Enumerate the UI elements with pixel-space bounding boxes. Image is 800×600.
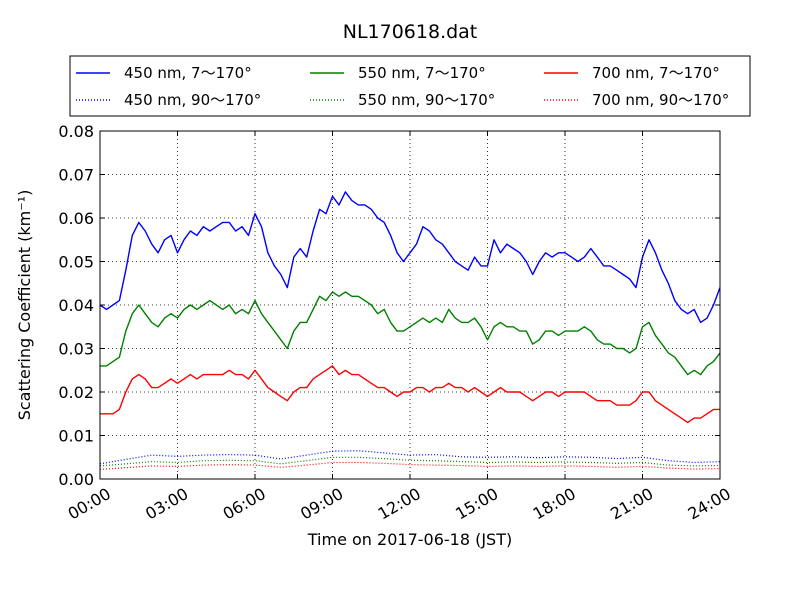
x-tick-label: 18:00 (530, 484, 579, 524)
ticks (99, 130, 721, 480)
chart-title: NL170618.dat (343, 21, 478, 43)
y-tick-label: 0.02 (58, 383, 94, 402)
x-tick-labels: 00:00 03:00 06:00 09:00 12:00 15:00 18:00 21:00… (65, 484, 734, 524)
legend-label-3: 550 nm, 90～170° (358, 91, 495, 109)
series-layer (99, 191, 721, 470)
y-tick-label: 0.07 (58, 166, 94, 185)
x-tick-label: 24:00 (685, 484, 734, 524)
series-line-4 (100, 365, 720, 424)
plot-area (99, 130, 721, 480)
y-tick-label: 0.05 (58, 253, 94, 272)
legend-label-4: 700 nm, 7～170° (592, 64, 720, 82)
legend-label-0: 450 nm, 7～170° (124, 64, 252, 82)
series-line-0 (99, 191, 721, 324)
y-tick-labels: 0.00 0.01 0.02 0.03 0.04 0.05 0.06 0.07 0.08 (58, 122, 94, 489)
x-axis-title: Time on 2017-06-18 (JST) (307, 530, 512, 549)
legend-label-1: 450 nm, 90～170° (124, 91, 261, 109)
legend-label-2: 550 nm, 7～170° (358, 64, 486, 82)
legend-label-5: 700 nm, 90～170° (592, 91, 729, 109)
x-tick-label: 00:00 (65, 484, 114, 524)
y-tick-label: 0.06 (58, 209, 94, 228)
x-tick-label: 03:00 (142, 484, 191, 524)
x-tick-label: 21:00 (607, 484, 656, 524)
x-tick-label: 06:00 (220, 484, 269, 524)
legend: 450 nm, 7～170° 450 nm, 90～170° 550 nm, 7～1… (69, 55, 751, 117)
x-tick-label: 15:00 (452, 484, 501, 524)
series-line-2 (100, 291, 721, 376)
y-tick-label: 0.08 (58, 122, 94, 141)
x-tick-label: 09:00 (297, 484, 346, 524)
legend-frame (69, 55, 751, 117)
y-axis-title: Scattering Coefficient (km⁻¹) (15, 190, 34, 421)
y-tick-label: 0.04 (58, 296, 94, 315)
y-tick-label: 0.00 (58, 470, 94, 489)
x-tick-label: 12:00 (375, 484, 424, 524)
y-tick-label: 0.01 (58, 427, 94, 446)
y-tick-label: 0.03 (58, 340, 94, 359)
